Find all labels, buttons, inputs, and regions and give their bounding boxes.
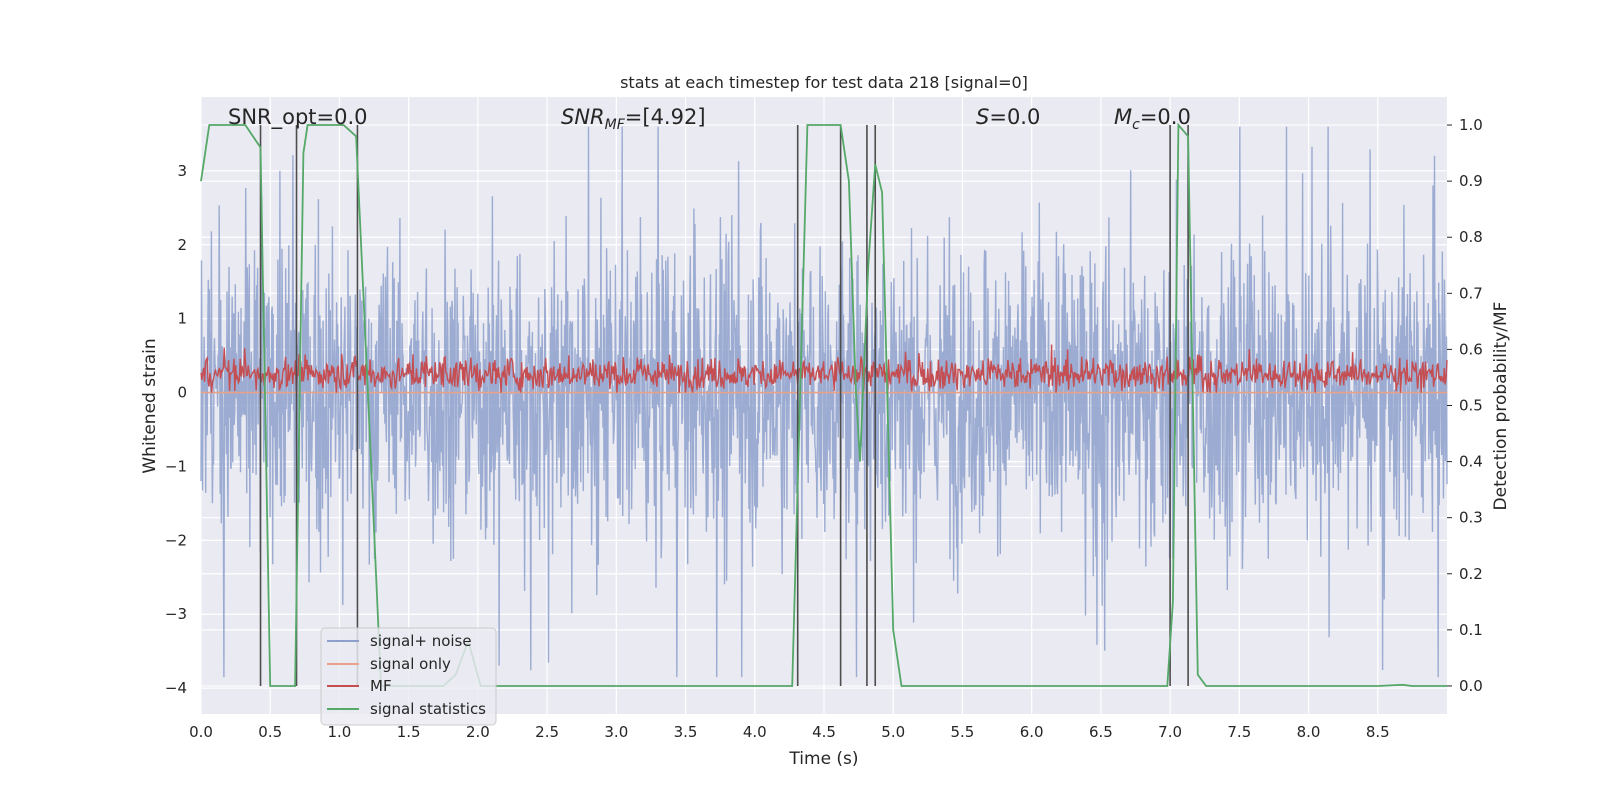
x-tick-label: 7.5 (1227, 723, 1251, 741)
x-tick-label: 5.0 (881, 723, 905, 741)
x-tick-label: 5.5 (951, 723, 975, 741)
y-tick-label-left: −2 (165, 531, 187, 549)
legend-label-signal-only: signal only (370, 655, 451, 673)
x-tick-label: 7.0 (1158, 723, 1182, 741)
y-tick-label-right: 0.4 (1459, 453, 1483, 471)
legend-label-mf: MF (370, 677, 392, 695)
series-signal-noise (200, 126, 1448, 678)
series-layer (200, 122, 1448, 687)
y-tick-label-right: 0.0 (1459, 677, 1483, 695)
y-tick-label-right: 0.5 (1459, 397, 1483, 415)
x-tick-label: 8.5 (1366, 723, 1390, 741)
x-tick-label: 4.0 (743, 723, 767, 741)
chart-title: stats at each timestep for test data 218… (620, 73, 1028, 92)
legend-label-signal-statistics: signal statistics (370, 700, 486, 718)
legend: signal+ noise signal only MF signal stat… (320, 627, 497, 726)
x-tick-label: 0.0 (189, 723, 213, 741)
legend-box (320, 627, 497, 726)
x-tick-label: 1.0 (328, 723, 352, 741)
series-signal-statistics (200, 122, 1447, 687)
ticks-layer: 0.0 0.5 1.0 1.5 2.0 2.5 3.0 3.5 4.0 4.5 5.0 5.5 6.0 6… (165, 116, 1483, 741)
annotation-s-value: =0.0 (989, 105, 1040, 129)
annotation-snr-mf: SNRMF=[4.92] (561, 105, 706, 133)
x-axis-label: Time (s) (788, 749, 858, 769)
y-tick-label-right: 0.7 (1459, 284, 1483, 302)
x-tick-label: 6.0 (1020, 723, 1044, 741)
y-tick-label-right: 0.6 (1459, 340, 1483, 358)
y-tick-label-left: 3 (177, 162, 187, 180)
annotation-snr-opt: SNR_opt=0.0 (228, 105, 368, 130)
x-tick-label: 8.0 (1297, 723, 1321, 741)
y-tick-label-right: 0.2 (1459, 565, 1483, 583)
x-tick-label: 1.5 (397, 723, 421, 741)
annotation-snr-mf-value: =[4.92] (625, 105, 706, 129)
annotation-s-label: S (976, 105, 989, 129)
y-tick-label-right: 0.1 (1459, 621, 1483, 639)
legend-label-signal-noise: signal+ noise (370, 632, 472, 650)
y-tick-label-right: 0.3 (1459, 509, 1483, 527)
x-tick-label: 3.5 (674, 723, 698, 741)
x-tick-label: 4.5 (812, 723, 836, 741)
x-tick-label: 2.5 (535, 723, 559, 741)
annotation-mc-sub: c (1132, 117, 1140, 133)
series-mf (200, 344, 1448, 393)
y-axis-label-right: Detection probability/MF (1491, 302, 1511, 511)
annotation-s: S=0.0 (976, 105, 1040, 129)
y-tick-label-right: 1.0 (1459, 116, 1483, 134)
y-tick-label-left: 1 (177, 310, 187, 328)
y-tick-label-left: 2 (177, 236, 187, 254)
y-tick-label-right: 0.9 (1459, 172, 1483, 190)
y-tick-label-left: −4 (165, 679, 187, 697)
x-tick-label: 0.5 (258, 723, 282, 741)
annotation-snr-mf-label: SNR (561, 105, 605, 129)
annotation-mc-label: M (1114, 105, 1132, 129)
annotation-snr-mf-sub: MF (605, 117, 626, 133)
y-tick-label-left: −1 (165, 457, 187, 475)
x-tick-label: 2.0 (466, 723, 490, 741)
y-tick-label-left: 0 (177, 384, 187, 402)
y-axis-label-left: Whitened strain (140, 338, 160, 473)
x-tick-label: 6.5 (1089, 723, 1113, 741)
y-tick-label-left: −3 (165, 605, 187, 623)
x-tick-label: 3.0 (604, 723, 628, 741)
annotation-mc: Mc=0.0 (1114, 105, 1191, 133)
y-tick-label-right: 0.8 (1459, 228, 1483, 246)
annotation-mc-value: =0.0 (1140, 105, 1191, 129)
